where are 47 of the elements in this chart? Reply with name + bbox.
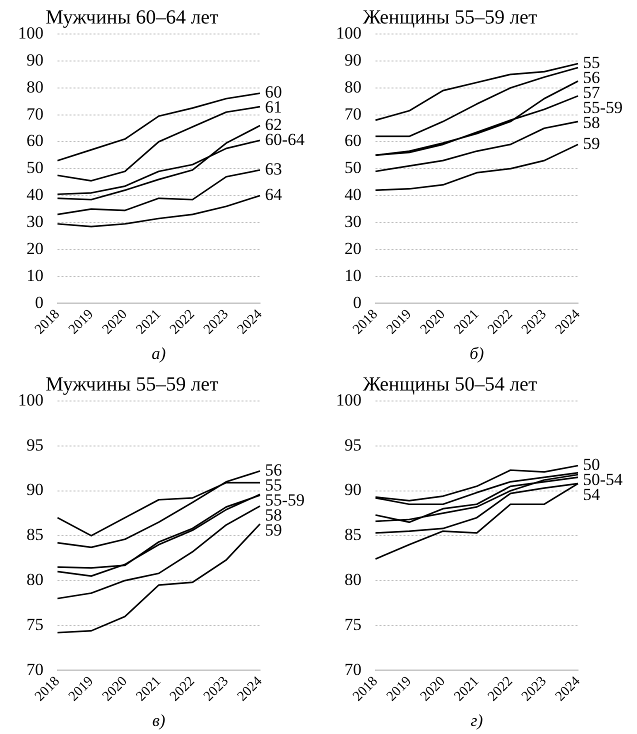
series-label: 59: [583, 134, 600, 153]
y-tick-label: 30: [26, 212, 44, 231]
text: а): [152, 344, 166, 363]
y-tick-label: 100: [336, 23, 362, 42]
y-tick-label: 70: [26, 104, 44, 124]
y-tick-label: 50: [344, 158, 362, 178]
y-tick-label: 10: [344, 266, 362, 285]
y-tick-label: 70: [344, 104, 362, 124]
y-tick-label: 95: [344, 435, 362, 454]
y-tick-label: 50: [26, 158, 44, 178]
y-tick-label: 80: [344, 570, 362, 590]
y-tick-label: 75: [344, 614, 362, 634]
y-tick-label: 95: [26, 435, 44, 454]
y-tick-label: 90: [344, 50, 362, 70]
text: б): [470, 344, 484, 363]
y-tick-label: 85: [26, 525, 44, 544]
y-tick-label: 10: [26, 266, 44, 285]
chart-title: Мужчины 60–64 лет: [46, 6, 219, 28]
y-tick-label: 80: [26, 570, 44, 590]
y-tick-label: 70: [344, 660, 362, 679]
y-tick-label: 90: [26, 480, 44, 500]
y-tick-label: 0: [35, 292, 44, 312]
y-tick-label: 20: [344, 238, 362, 258]
y-tick-label: 85: [344, 525, 362, 544]
text: г): [470, 710, 484, 730]
y-tick-label: 40: [26, 185, 44, 204]
y-tick-label: 100: [18, 23, 44, 42]
y-tick-label: 80: [344, 77, 362, 96]
text: в): [152, 710, 166, 730]
y-tick-label: 60: [26, 131, 44, 150]
chart-title: Женщины 55–59 лет: [362, 6, 538, 28]
y-tick-label: 70: [26, 660, 44, 679]
y-tick-label: 20: [26, 238, 44, 258]
series-label: 63: [265, 159, 282, 178]
y-tick-label: 40: [344, 185, 362, 204]
y-tick-label: 60: [344, 131, 362, 150]
chart-title: Мужчины 55–59 лет: [46, 373, 219, 396]
series-label: 64: [265, 185, 282, 204]
y-tick-label: 100: [336, 390, 362, 410]
y-tick-label: 0: [353, 292, 362, 312]
y-tick-label: 100: [18, 390, 44, 410]
y-tick-label: 30: [344, 212, 362, 231]
chart-title: Женщины 50–54 лет: [362, 373, 538, 396]
y-tick-label: 75: [26, 614, 44, 634]
y-tick-label: 90: [344, 480, 362, 500]
y-tick-label: 90: [26, 50, 44, 70]
y-tick-label: 80: [26, 77, 44, 96]
